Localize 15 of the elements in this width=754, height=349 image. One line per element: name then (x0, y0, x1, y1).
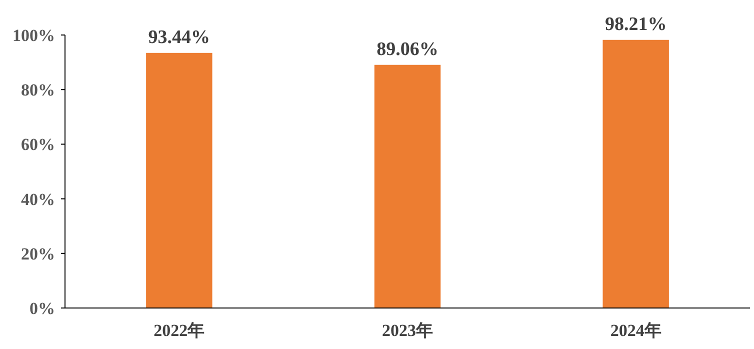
y-tick-label: 80% (21, 80, 55, 100)
data-label: 89.06% (376, 38, 438, 60)
x-tick-label: 2023年 (382, 320, 433, 340)
x-tick-label: 2022年 (154, 320, 205, 340)
y-tick-label: 60% (21, 135, 55, 154)
bar (374, 64, 441, 308)
data-label: 98.21% (604, 14, 667, 35)
y-tick-label: 20% (21, 244, 55, 264)
data-label: 93.44% (148, 26, 210, 48)
bar (602, 40, 669, 308)
x-tick-label: 2024年 (610, 320, 662, 340)
y-tick-label: 40% (21, 190, 55, 209)
y-tick-label: 100% (12, 26, 55, 45)
bar (146, 52, 212, 308)
y-tick-label: 0% (30, 298, 55, 318)
